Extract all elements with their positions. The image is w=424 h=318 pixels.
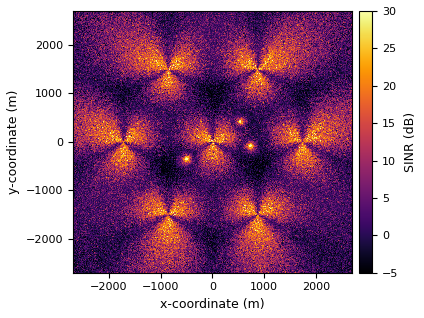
Y-axis label: SINR (dB): SINR (dB) (404, 112, 417, 172)
Y-axis label: y-coordinate (m): y-coordinate (m) (7, 90, 20, 194)
X-axis label: x-coordinate (m): x-coordinate (m) (160, 298, 265, 311)
